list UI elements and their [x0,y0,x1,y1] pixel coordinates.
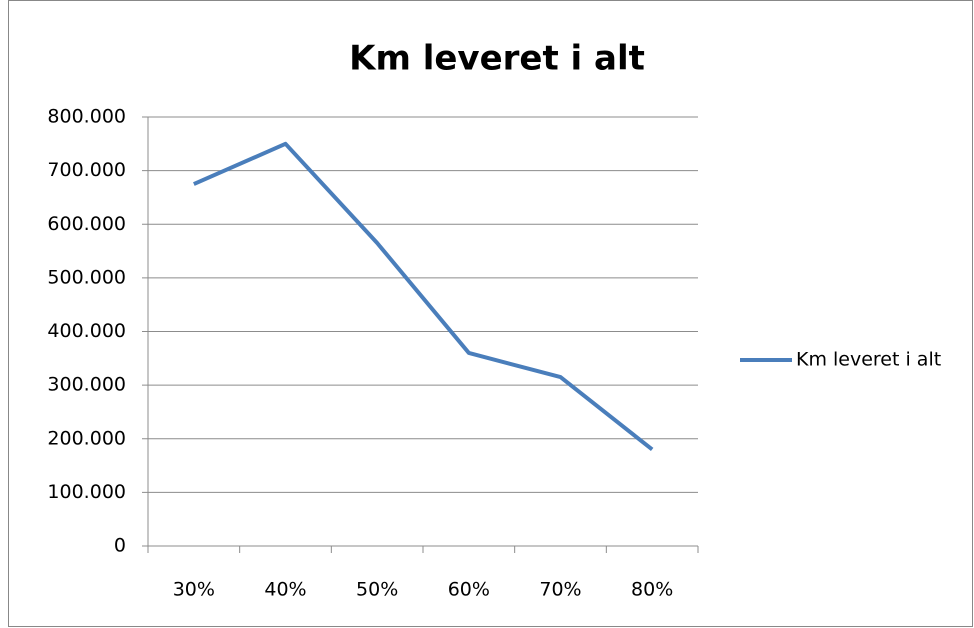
legend-label: Km leveret i alt [796,349,941,371]
chart-title: Km leveret i alt [349,39,645,79]
x-tick-label: 40% [264,579,306,601]
x-tick-label: 60% [448,579,490,601]
y-tick-label: 800.000 [47,106,126,128]
y-tick-label: 100.000 [47,481,126,503]
x-tick-label: 30% [173,579,215,601]
x-tick-label: 50% [356,579,398,601]
y-tick-label: 700.000 [47,159,126,181]
y-tick-label: 300.000 [47,374,126,396]
x-tick-label: 70% [539,579,581,601]
y-tick-label: 600.000 [47,213,126,235]
y-tick-label: 500.000 [47,266,126,288]
x-tick-label: 80% [631,579,673,601]
chart-border [8,0,973,627]
data-line [193,141,654,452]
y-tick-label: 0 [114,535,126,557]
y-tick-label: 200.000 [47,427,126,449]
y-tick-label: 400.000 [47,320,126,342]
